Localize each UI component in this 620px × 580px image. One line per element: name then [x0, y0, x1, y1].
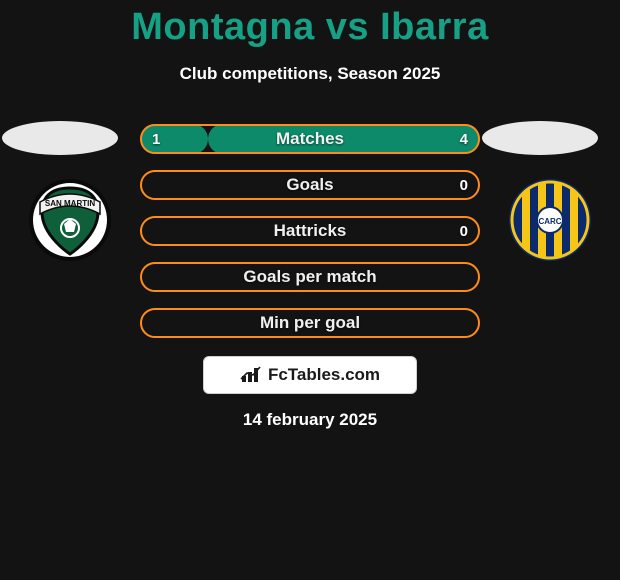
player-right-avatar-placeholder: [480, 119, 600, 157]
stat-value-right: 0: [460, 170, 468, 200]
attribution: FcTables.com: [203, 356, 417, 394]
stat-label: Hattricks: [140, 216, 480, 246]
page-title: Montagna vs Ibarra: [0, 6, 620, 49]
svg-text:CARC: CARC: [538, 217, 561, 226]
stat-bar: Goals0: [140, 170, 480, 200]
stat-label: Goals per match: [140, 262, 480, 292]
stat-bar: Hattricks0: [140, 216, 480, 246]
club-badge-left: SAN MARTIN: [28, 178, 112, 262]
subtitle: Club competitions, Season 2025: [0, 64, 620, 84]
stat-bar: Goals per match: [140, 262, 480, 292]
date: 14 february 2025: [0, 410, 620, 430]
stat-bar: Min per goal: [140, 308, 480, 338]
svg-text:SAN MARTIN: SAN MARTIN: [45, 199, 95, 208]
stat-label: Min per goal: [140, 308, 480, 338]
stat-value-right: 4: [460, 124, 468, 154]
attribution-text: FcTables.com: [268, 365, 380, 385]
stat-bar: Matches1 4: [140, 124, 480, 154]
comparison-card: Montagna vs Ibarra Club competitions, Se…: [0, 0, 620, 580]
player-left-avatar-placeholder: [0, 119, 120, 157]
club-badge-right: CARC: [508, 178, 592, 262]
bar-chart-icon: [240, 366, 262, 384]
stat-value-left: 1: [152, 124, 160, 154]
stat-value-right: 0: [460, 216, 468, 246]
stat-label: Goals: [140, 170, 480, 200]
stat-label: Matches: [140, 124, 480, 154]
